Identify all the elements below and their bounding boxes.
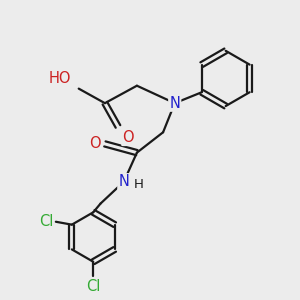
Text: O: O <box>122 130 134 145</box>
Text: N: N <box>118 174 129 189</box>
Text: H: H <box>134 178 144 190</box>
Text: Cl: Cl <box>86 279 100 294</box>
Text: O: O <box>89 136 100 152</box>
Text: Cl: Cl <box>39 214 53 229</box>
Text: N: N <box>169 96 180 111</box>
Text: HO: HO <box>49 71 71 86</box>
